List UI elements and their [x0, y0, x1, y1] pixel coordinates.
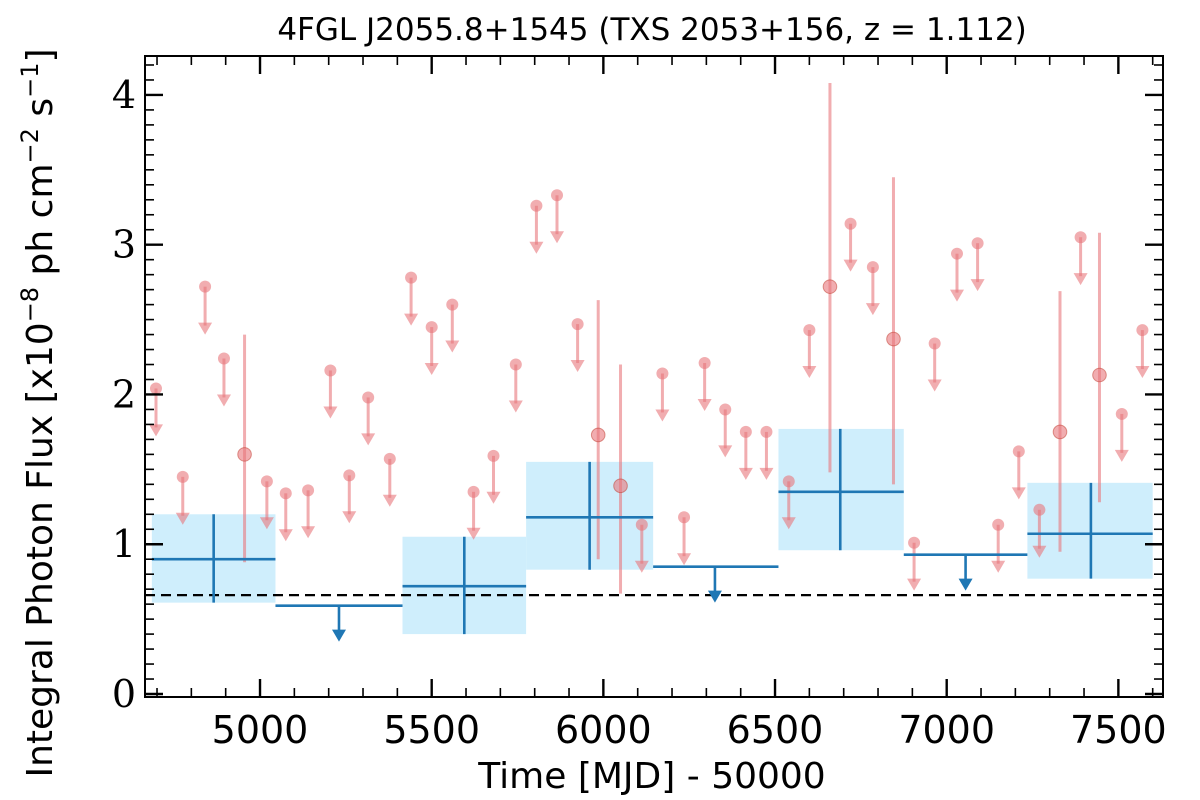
short-bin-upper-limit-arrow-20: [634, 560, 649, 573]
short-bin-upper-limit-arrow-18: [550, 231, 565, 244]
short-bin-upper-limit-arrow-3: [216, 394, 231, 407]
short-bin-upper-limit-arrow-29: [843, 259, 858, 272]
plot-frame: [144, 55, 1164, 698]
short-bin-upper-limit-arrow-35: [991, 560, 1006, 573]
short-bin-upper-limit-arrow-1: [175, 512, 190, 525]
short-bin-upper-limit-arrow-21: [655, 409, 670, 422]
y-tick-label-0: 0: [112, 672, 136, 716]
short-bin-upper-limit-arrow-33: [949, 289, 964, 302]
short-bin-upper-limit-arrow-39: [1114, 449, 1129, 462]
y-axis-label-exp-1: −8: [16, 287, 44, 322]
y-axis-label-exp-2: −2: [16, 128, 44, 163]
x-axis-label: Time [MJD] - 50000: [477, 756, 825, 797]
short-bin-upper-limit-arrow-2: [198, 322, 213, 335]
x-tick-label-0: 5000: [212, 708, 309, 752]
axis-ticks-layer: 5000 5500 6000 6500 7000 7500 0 1 2 3 4: [112, 56, 1167, 752]
short-bin-upper-limit-arrow-12: [424, 363, 439, 376]
short-bin-upper-limit-arrow-17: [529, 241, 544, 254]
short-bin-upper-limit-arrow-19: [570, 360, 585, 373]
short-bin-upper-limit-arrow-23: [697, 398, 712, 411]
short-bin-upper-limit-arrow-5: [278, 529, 293, 542]
short-bin-upper-limit-arrow-8: [342, 511, 357, 524]
short-bin-upper-limit-arrow-7: [323, 406, 338, 419]
short-bin-upper-limit-arrow-14: [466, 527, 481, 540]
long-bin-bands-layer: [151, 428, 1153, 635]
short-bin-upper-limit-arrow-0: [148, 424, 163, 437]
chart-title: 4FGL J2055.8+1545 (TXS 2053+156, z = 1.1…: [277, 12, 1026, 48]
chart-title-text: 4FGL J2055.8+1545 (TXS 2053+156, z = 1.1…: [277, 12, 1026, 48]
short-bin-upper-limit-arrow-34: [970, 279, 985, 292]
short-bin-upper-limit-arrow-31: [907, 578, 922, 591]
short-bin-point-6: [1092, 367, 1107, 383]
y-axis-label-exp-3: −1: [16, 63, 44, 98]
short-bin-upper-limit-arrow-25: [738, 467, 753, 480]
x-tick-label-3: 6500: [727, 708, 824, 752]
short-bin-point-3: [822, 279, 838, 294]
short-bin-upper-limit-arrow-15: [486, 491, 501, 504]
short-bin-upper-limit-arrow-22: [677, 553, 692, 566]
x-tick-label-2: 6000: [555, 708, 652, 752]
short-bin-upper-limit-arrow-4: [259, 517, 274, 530]
y-axis-label: Integral Photon Flux [x10−8 ph cm−2 s−1]: [16, 48, 61, 777]
short-bin-upper-limit-arrow-30: [865, 303, 880, 316]
short-bin-upper-limit-arrow-27: [781, 517, 796, 530]
short-bin-point-5: [1052, 424, 1068, 440]
short-bin-upper-limit-arrow-37: [1032, 545, 1047, 558]
short-bin-point-4: [886, 331, 901, 347]
long-bin-upper-limit-arrow-2: [958, 578, 973, 591]
short-bin-upper-limit-arrow-26: [759, 467, 774, 480]
x-tick-label-4: 7000: [898, 708, 995, 752]
short-bin-upper-limit-arrow-38: [1073, 273, 1088, 286]
short-bin-upper-limit-arrow-13: [445, 340, 460, 353]
short-bin-upper-limit-arrow-32: [927, 379, 942, 392]
y-tick-label-2: 2: [112, 372, 136, 416]
short-bin-upper-limit-arrow-24: [718, 445, 733, 458]
short-bin-upper-limit-arrow-36: [1011, 487, 1026, 500]
short-bin-point-0: [237, 447, 252, 462]
long-bin-upper-limit-arrow-0: [331, 629, 346, 642]
short-bin-upper-limit-arrow-6: [301, 526, 316, 539]
x-tick-label-5: 7500: [1070, 708, 1167, 752]
long-bin-upper-limit-arrow-1: [707, 590, 722, 603]
x-tick-label-1: 5500: [383, 708, 480, 752]
short-bin-point-1: [590, 427, 606, 443]
short-bin-upper-limit-arrow-40: [1135, 366, 1150, 379]
short-bin-upper-limit-arrow-28: [802, 366, 817, 379]
short-bin-upper-limit-arrow-11: [404, 313, 419, 326]
short-bin-upper-limit-arrow-10: [382, 494, 397, 507]
short-bin-markers-layer: [148, 82, 1150, 594]
y-tick-label-3: 3: [112, 223, 136, 267]
short-bin-upper-limit-arrow-9: [361, 433, 376, 446]
short-bin-point-2: [613, 478, 628, 494]
long-bin-markers-layer: [151, 428, 1153, 642]
y-tick-label-1: 1: [112, 522, 136, 566]
short-bin-upper-limit-arrow-16: [508, 400, 523, 413]
y-tick-label-4: 4: [112, 73, 136, 117]
